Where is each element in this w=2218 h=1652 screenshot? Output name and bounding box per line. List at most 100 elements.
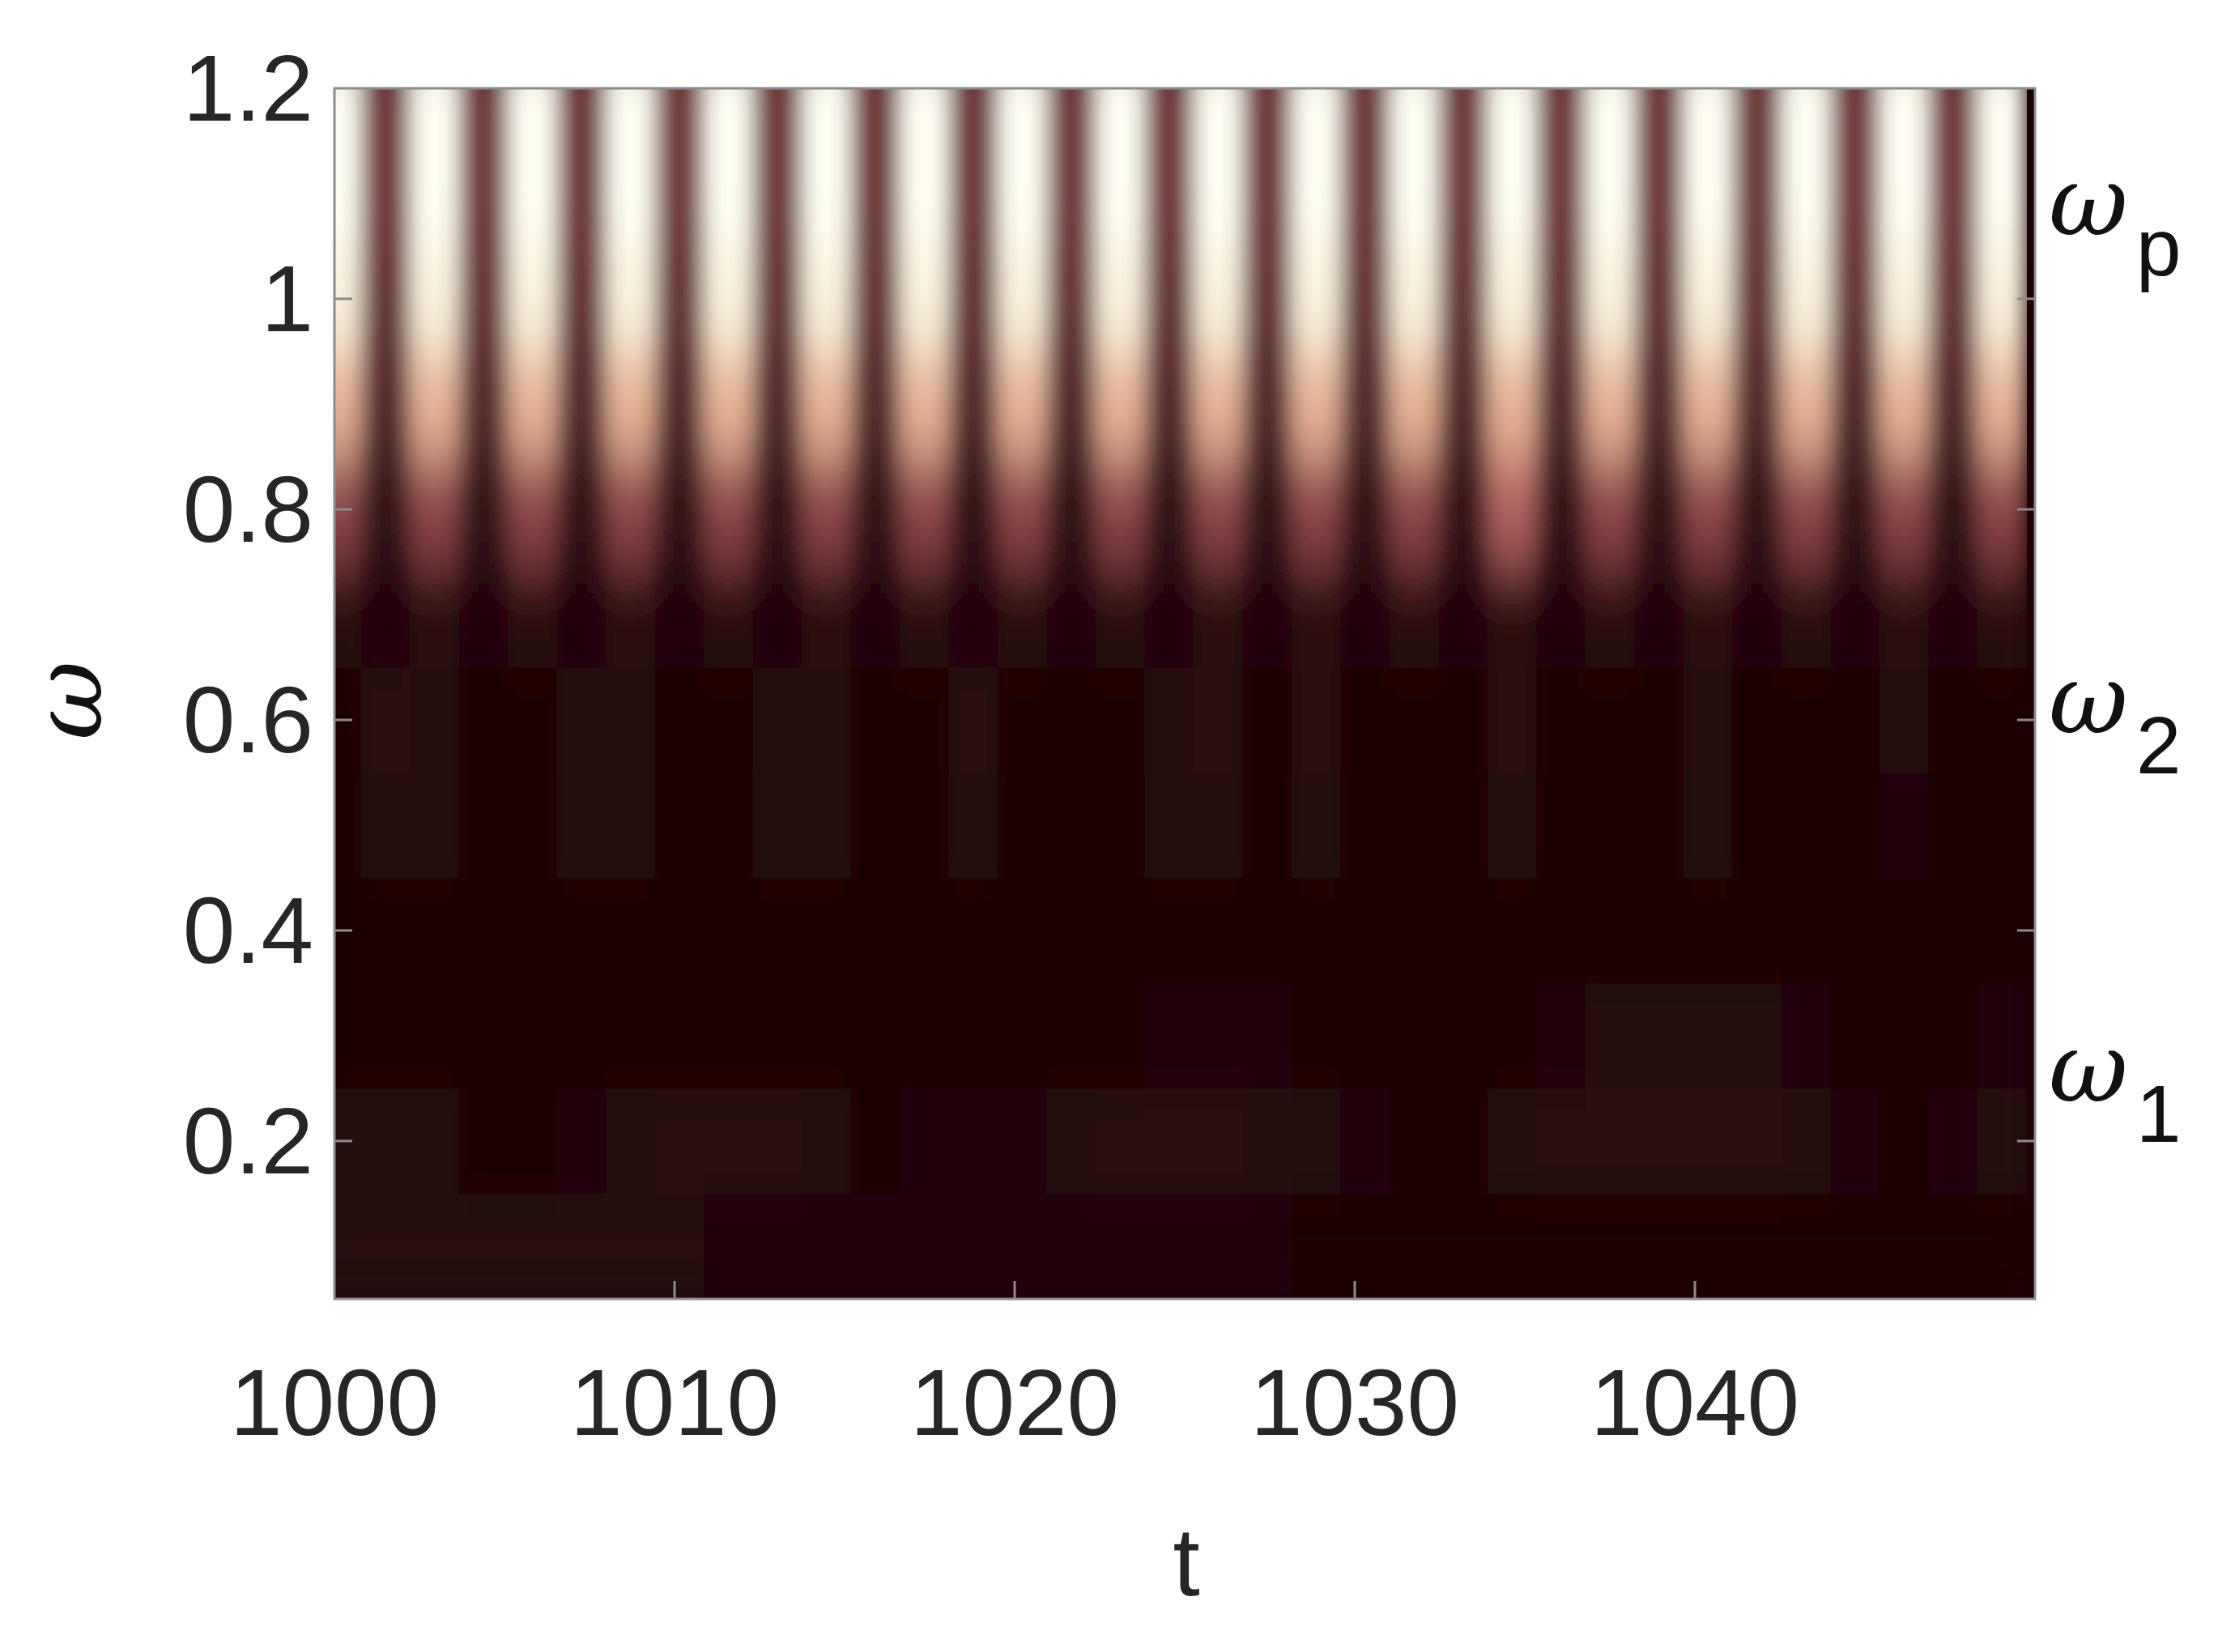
heatmap-cell [1242, 1194, 1292, 1299]
heatmap-cell [752, 878, 802, 984]
heatmap-cell [850, 141, 900, 247]
heatmap-cell [360, 773, 411, 879]
heatmap-cell [948, 457, 998, 563]
heatmap-cell [1928, 562, 1978, 668]
heatmap-cell [1046, 983, 1096, 1089]
heatmap-cell [1879, 141, 1929, 247]
heatmap-cell [1438, 773, 1488, 879]
heatmap-cell [1585, 667, 1635, 773]
heatmap-cell [556, 246, 607, 352]
heatmap-cell [1046, 1088, 1096, 1194]
heatmap-cell [1830, 773, 1880, 879]
heatmap-cell [410, 246, 460, 352]
heatmap-cell [654, 1088, 705, 1194]
heatmap-cell [1389, 878, 1439, 984]
heatmap-cell [410, 562, 460, 668]
heatmap-cell [802, 1088, 852, 1194]
heatmap-cell [556, 983, 607, 1089]
heatmap-cell [948, 562, 998, 668]
heatmap-cell [752, 773, 802, 879]
heatmap-cell [508, 88, 558, 142]
heatmap-cell [606, 1194, 656, 1299]
heatmap-cell [508, 773, 558, 879]
heatmap-cell [556, 562, 607, 668]
heatmap-cell [1340, 1194, 1390, 1299]
heatmap-cell [1928, 773, 1978, 879]
heatmap-cell [1977, 88, 2027, 142]
heatmap-cell [1438, 1194, 1488, 1299]
heatmap-cell [1928, 88, 1978, 142]
heatmap-cell [334, 773, 362, 879]
heatmap-cell [1144, 246, 1194, 352]
heatmap-cell [1536, 457, 1586, 563]
heatmap-cell [1340, 667, 1390, 773]
heatmap-cell [704, 457, 754, 563]
heatmap-cell [850, 983, 900, 1089]
heatmap-cell [360, 983, 411, 1089]
heatmap-cell [556, 878, 607, 984]
heatmap-cell [998, 351, 1047, 458]
frequency-symbol: ω [2049, 1012, 2128, 1125]
heatmap-cell [1781, 773, 1831, 879]
frequency-subscript: p [2136, 202, 2182, 293]
heatmap-cell [334, 88, 362, 142]
heatmap-cell [1487, 351, 1537, 458]
heatmap-cell [1438, 562, 1488, 668]
heatmap-cell [1732, 246, 1782, 352]
heatmap-cell [1634, 773, 1684, 879]
heatmap-cell [1291, 1088, 1341, 1194]
heatmap-cell [1732, 773, 1782, 879]
y-axis-label: ω [12, 661, 125, 740]
heatmap-cell [1095, 562, 1145, 668]
heatmap-cell [1830, 1194, 1880, 1299]
heatmap-cell [458, 351, 509, 458]
heatmap-cell [752, 351, 802, 458]
heatmap-cell [1095, 141, 1145, 247]
heatmap-cell [1830, 246, 1880, 352]
heatmap-cell [1193, 351, 1243, 458]
heatmap-cell [900, 878, 950, 984]
heatmap-cell [850, 562, 900, 668]
heatmap-cell [1193, 141, 1243, 247]
heatmap [334, 88, 2027, 1299]
heatmap-cell [1389, 667, 1439, 773]
heatmap-cell [606, 1088, 656, 1194]
heatmap-cell [752, 983, 802, 1089]
heatmap-cell [410, 773, 460, 879]
heatmap-cell [1144, 667, 1194, 773]
heatmap-cell [654, 246, 705, 352]
heatmap-cell [1585, 773, 1635, 879]
heatmap-cell [1487, 667, 1537, 773]
heatmap-cell [1830, 351, 1880, 458]
heatmap-cell [704, 983, 754, 1089]
heatmap-cell [1389, 246, 1439, 352]
heatmap-cell [606, 667, 656, 773]
heatmap-cell [1242, 562, 1292, 668]
heatmap-cell [654, 667, 705, 773]
heatmap-cell [1830, 983, 1880, 1089]
heatmap-cell [1879, 1088, 1929, 1194]
heatmap-cell [900, 667, 950, 773]
heatmap-cell [998, 88, 1047, 142]
heatmap-cell [850, 88, 900, 142]
heatmap-cell [900, 1088, 950, 1194]
heatmap-cell [1732, 878, 1782, 984]
heatmap-cell [1683, 878, 1733, 984]
heatmap-cell [802, 562, 852, 668]
heatmap-cell [1634, 351, 1684, 458]
heatmap-cell [1144, 457, 1194, 563]
heatmap-cell [1095, 88, 1145, 142]
heatmap-cell [606, 246, 656, 352]
heatmap-cell [1585, 351, 1635, 458]
heatmap-cell [802, 1194, 852, 1299]
heatmap-cell [606, 983, 656, 1089]
heatmap-cell [704, 1194, 754, 1299]
heatmap-cell [752, 1194, 802, 1299]
heatmap-cell [900, 457, 950, 563]
heatmap-cell [1634, 562, 1684, 668]
heatmap-cell [1928, 1194, 1978, 1299]
heatmap-cell [334, 983, 362, 1089]
x-tick-label: 1030 [1250, 1350, 1459, 1455]
